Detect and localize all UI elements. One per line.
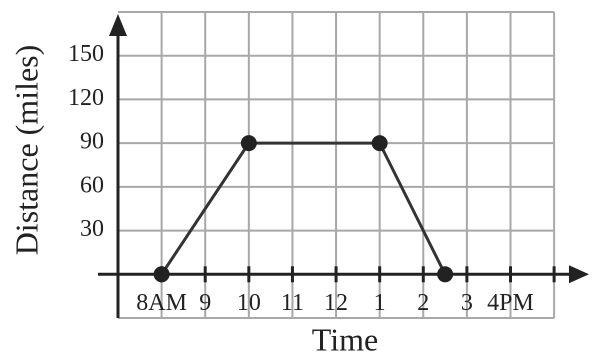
x-axis-title: Time [312,321,378,357]
y-axis-arrow [109,14,127,36]
point [153,266,170,283]
x-tick-label: 11 [281,290,304,316]
y-tick-label: 120 [68,85,104,111]
y-tick-label: 150 [68,41,104,67]
x-tick-label: 1 [374,290,386,316]
x-tick-label: 10 [237,290,261,316]
x-tick-label: 8AM [136,290,187,316]
y-tick-label: 30 [80,216,104,242]
point [371,135,388,152]
y-tick-label: 90 [80,129,104,155]
x-tick-label: 3 [461,290,473,316]
line [160,141,447,276]
x-tick-label: 2 [417,290,429,316]
x-tick-label: 12 [324,290,348,316]
x-tick-label: 9 [199,290,211,316]
y-tick-label: 60 [80,172,104,198]
point [437,266,454,283]
x-axis-arrow [569,265,589,284]
x-tick-label: 4PM [487,290,534,316]
point [240,135,257,152]
y-axis-title: Distance (miles) [8,45,44,256]
